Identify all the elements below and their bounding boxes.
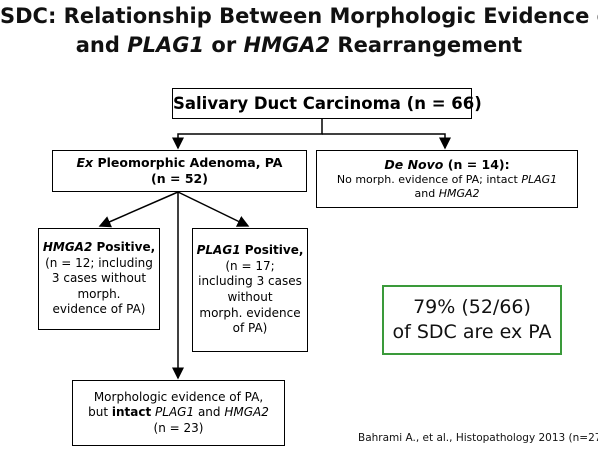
node-text: (n = 52): [151, 171, 208, 186]
node-text: HMGA2: [438, 187, 480, 201]
arrow: [177, 191, 250, 227]
node-text: evidence of PA): [52, 302, 146, 317]
node-text: but: [88, 405, 112, 420]
node-text: Positive,: [240, 243, 304, 258]
node-text: Salivary Duct Carcinoma (n = 66): [173, 93, 482, 113]
node-hmga2: HMGA2 Positive, (n = 12; including 3 cas…: [38, 228, 160, 330]
node-text: intact: [111, 405, 152, 420]
node-text: morph.: [77, 286, 121, 301]
callout-text: 79% (52/66): [413, 296, 531, 319]
arrow: [322, 133, 451, 150]
node-text: without: [227, 290, 273, 304]
node-text: Positive,: [92, 240, 156, 255]
node-text: PLAG1: [196, 243, 241, 258]
node-text: of PA): [232, 321, 268, 336]
node-text: morph. evidence: [199, 305, 301, 320]
title-text: Rearrangement: [330, 33, 523, 57]
title-line: and PLAG1 or HMGA2 Rearrangement: [0, 33, 598, 57]
callout-text: of SDC are ex PA: [392, 321, 552, 343]
node-text: Morphologic evidence of PA,: [93, 389, 264, 404]
title-text: SDC: Relationship Between Morphologic Ev…: [0, 4, 598, 28]
node-text: and: [194, 405, 225, 420]
node-text: (n = 14):: [443, 156, 510, 172]
title-text: and: [75, 33, 128, 57]
node-text: Pleomorphic Adenoma, PA: [93, 154, 283, 170]
node-intact: Morphologic evidence of PA, but intact P…: [72, 380, 285, 446]
node-ex-pa: Ex Pleomorphic Adenoma, PA (n = 52): [52, 150, 307, 192]
node-text: HMGA2: [42, 240, 93, 255]
node-text: including 3 cases: [198, 274, 302, 289]
node-text: (n = 23): [153, 420, 204, 435]
node-text: and: [414, 187, 439, 201]
node-plag1: PLAG1 Positive, (n = 17; including 3 cas…: [192, 228, 308, 352]
title-line: SDC: Relationship Between Morphologic Ev…: [0, 4, 598, 28]
node-text: PLAG1: [521, 172, 558, 186]
node-sdc: Salivary Duct Carcinoma (n = 66): [172, 88, 482, 119]
title-text: HMGA2: [243, 33, 331, 57]
node-text: Ex: [76, 154, 94, 170]
node-text: No morph. evidence of PA; intact: [336, 172, 522, 186]
node-de-novo: De Novo (n = 14): No morph. evidence of …: [316, 150, 578, 208]
node-text: (n = 12; including: [45, 255, 153, 270]
callout-box: 79% (52/66) of SDC are ex PA: [382, 285, 562, 355]
node-text: PLAG1: [155, 405, 195, 420]
arrow: [98, 191, 179, 228]
arrow: [172, 118, 323, 150]
title-text: PLAG1: [127, 33, 205, 57]
citation: Bahrami A., et al., Histopathology 2013 …: [358, 432, 598, 444]
title-text: or: [204, 33, 244, 57]
node-text: HMGA2: [224, 405, 269, 420]
node-text: De Novo: [384, 156, 444, 172]
node-text: 3 cases without: [51, 271, 147, 286]
node-text: (n = 17;: [225, 258, 275, 273]
